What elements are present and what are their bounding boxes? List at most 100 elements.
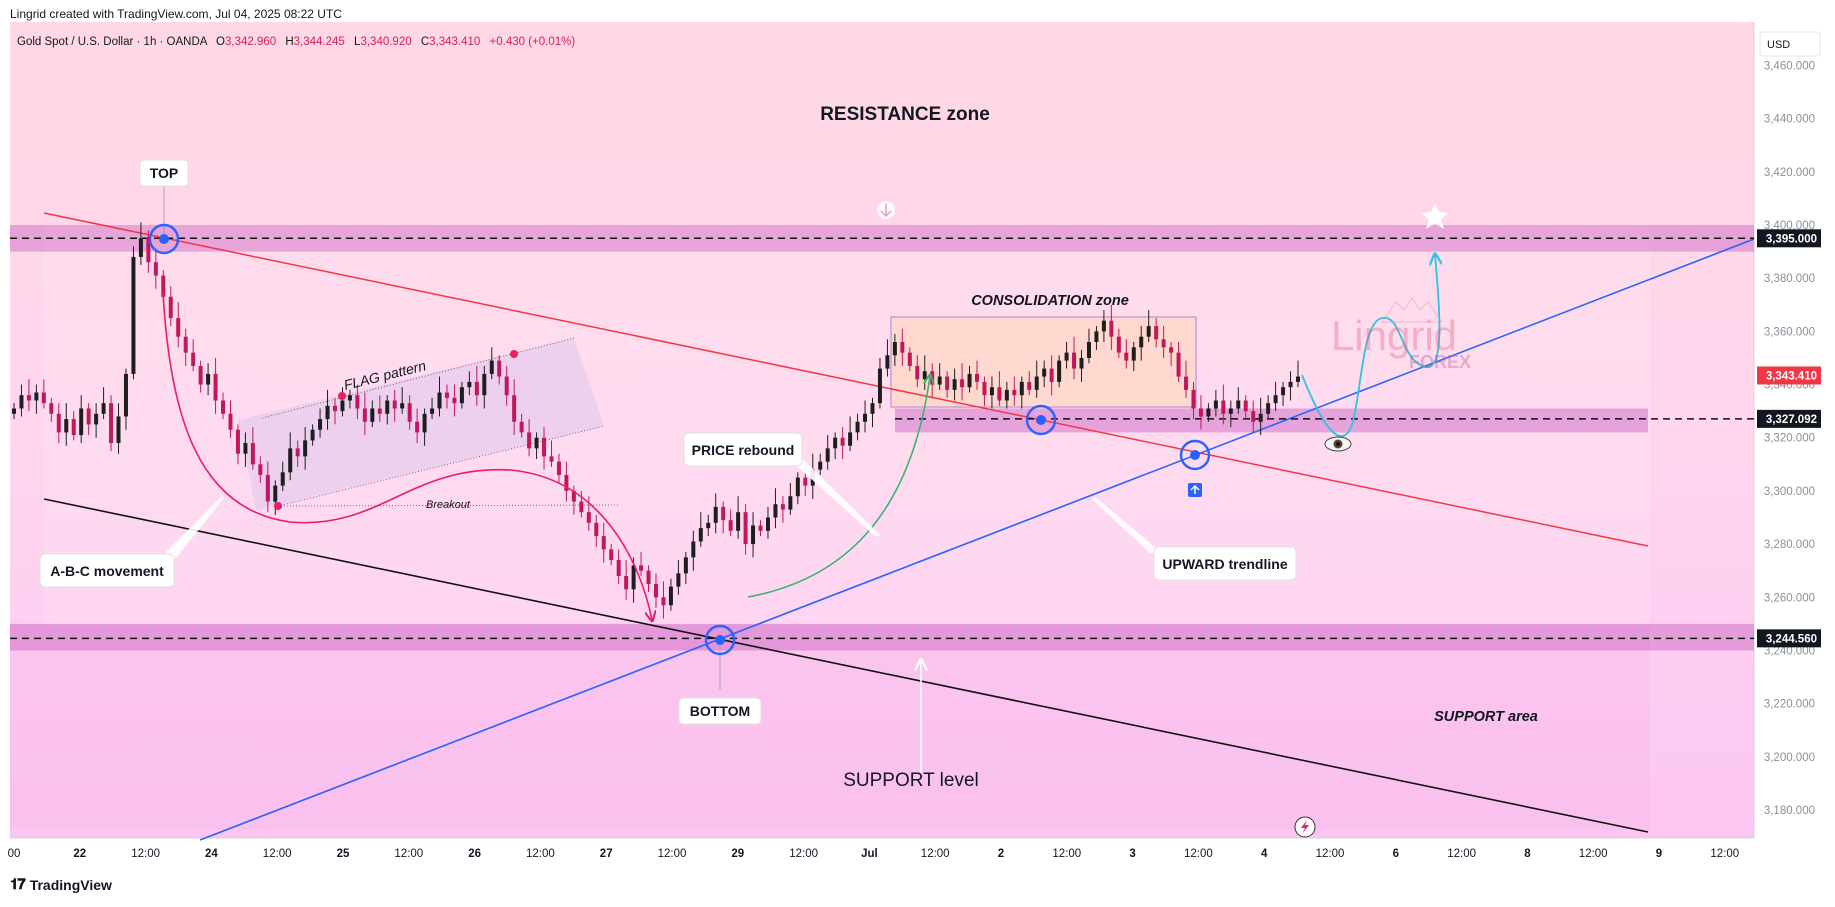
time-axis[interactable]: 00 22 12:00 24 12:00 25 12:00 26 12:00 27 12:00 29 1…: [8, 848, 1740, 860]
candle: [564, 461, 569, 502]
candle: [250, 427, 255, 470]
candle: [198, 360, 203, 393]
candle: [109, 395, 114, 452]
candle: [1213, 389, 1218, 417]
candle: [116, 403, 121, 454]
candle: [400, 387, 405, 414]
candle: [71, 411, 76, 441]
descending-support-line: [43, 498, 1649, 833]
tradingview-brand[interactable]: 𝟏𝟕 TradingView: [10, 876, 112, 893]
top-callout: TOP: [139, 159, 189, 187]
support-area-label: SUPPORT area: [1434, 709, 1538, 725]
candle: [1169, 342, 1174, 366]
candle: [1206, 403, 1211, 422]
price-axis[interactable]: 3,460.000 3,440.000 3,420.000 3,400.000 3,38…: [1757, 60, 1821, 817]
zone-retest-band: [895, 408, 1648, 433]
candle: [228, 400, 233, 438]
lightning-icon[interactable]: [1294, 816, 1316, 838]
candle: [960, 363, 965, 401]
tradingview-logo-icon: 𝟏𝟕: [10, 876, 26, 893]
time-tick: 8: [1524, 848, 1531, 860]
candle: [12, 403, 16, 420]
time-tick: 12:00: [1052, 848, 1081, 860]
down-arrow-icon[interactable]: [877, 201, 895, 219]
candle: [265, 461, 270, 513]
candle: [295, 440, 300, 467]
time-tick: 12:00: [1579, 848, 1608, 860]
candle: [452, 384, 457, 417]
price-badge: 3,343.410: [1757, 366, 1821, 385]
star-icon: [1421, 203, 1449, 229]
symbol-line: Gold Spot / U.S. Dollar · 1h · OANDA O3,…: [17, 36, 575, 48]
candle: [56, 403, 61, 444]
price-tick: 3,240.000: [1764, 645, 1815, 657]
abc-connector: [160, 496, 224, 558]
candle: [41, 379, 46, 409]
candle: [430, 397, 435, 420]
candle: [1064, 342, 1069, 369]
time-tick: 3: [1129, 848, 1135, 860]
flag-point-a: [274, 502, 282, 510]
upward-trendline-callout: UPWARD trendline: [1153, 546, 1297, 581]
candle: [654, 573, 658, 608]
candle: [989, 376, 994, 409]
candle: [1243, 395, 1248, 420]
candle: [534, 432, 539, 459]
zone-support-band: [10, 623, 1754, 651]
candle: [370, 400, 375, 428]
candle: [1266, 395, 1271, 420]
eye-icon: [1324, 436, 1352, 452]
up-arrow-icon[interactable]: [1188, 483, 1202, 497]
candle: [952, 368, 957, 401]
candle: [1004, 381, 1009, 409]
resistance-trendline: [43, 212, 1649, 547]
flag-lower-line: [277, 425, 605, 507]
time-tick: 12:00: [131, 848, 160, 860]
time-tick: 12:00: [526, 848, 555, 860]
price-rebound-callout: PRICE rebound: [683, 432, 803, 467]
candle: [497, 355, 502, 385]
time-tick: 12:00: [789, 848, 818, 860]
candle: [907, 347, 912, 372]
candle: [601, 522, 606, 563]
time-tick: 00: [8, 848, 21, 860]
candle: [318, 408, 323, 438]
candle: [818, 453, 823, 475]
flag-point-c: [510, 350, 518, 358]
breakout-line: [277, 504, 621, 507]
candle: [26, 379, 31, 412]
support-level-label: SUPPORT level: [843, 770, 979, 791]
time-tick: 9: [1656, 848, 1662, 860]
candle: [556, 453, 561, 483]
candle: [213, 357, 218, 414]
time-tick: 25: [337, 848, 350, 860]
candle: [444, 384, 449, 409]
price-tick: 3,320.000: [1764, 433, 1815, 445]
candle: [191, 339, 196, 372]
candle: [721, 501, 726, 534]
candle: [1094, 326, 1099, 350]
abc-curve: [162, 291, 652, 620]
candle: [34, 384, 39, 414]
price-tick: 3,280.000: [1764, 539, 1815, 551]
candle: [967, 365, 972, 393]
price-tick: 3,200.000: [1764, 752, 1815, 764]
currency-button[interactable]: USD: [1759, 31, 1821, 57]
projection-path: [1301, 255, 1439, 438]
candle: [489, 347, 494, 380]
candle: [19, 384, 24, 417]
candle: [877, 357, 882, 409]
time-tick: 22: [73, 848, 86, 860]
price-tick: 3,440.000: [1764, 114, 1815, 126]
svg-text:TOP: TOP: [150, 165, 179, 181]
candle: [751, 512, 756, 558]
candle: [848, 416, 853, 452]
abc-movement-callout: A-B-C movement: [39, 553, 175, 588]
candle: [123, 368, 128, 430]
candle: [392, 389, 397, 422]
candle: [1296, 360, 1300, 388]
candle: [788, 482, 793, 515]
candle: [355, 384, 360, 420]
